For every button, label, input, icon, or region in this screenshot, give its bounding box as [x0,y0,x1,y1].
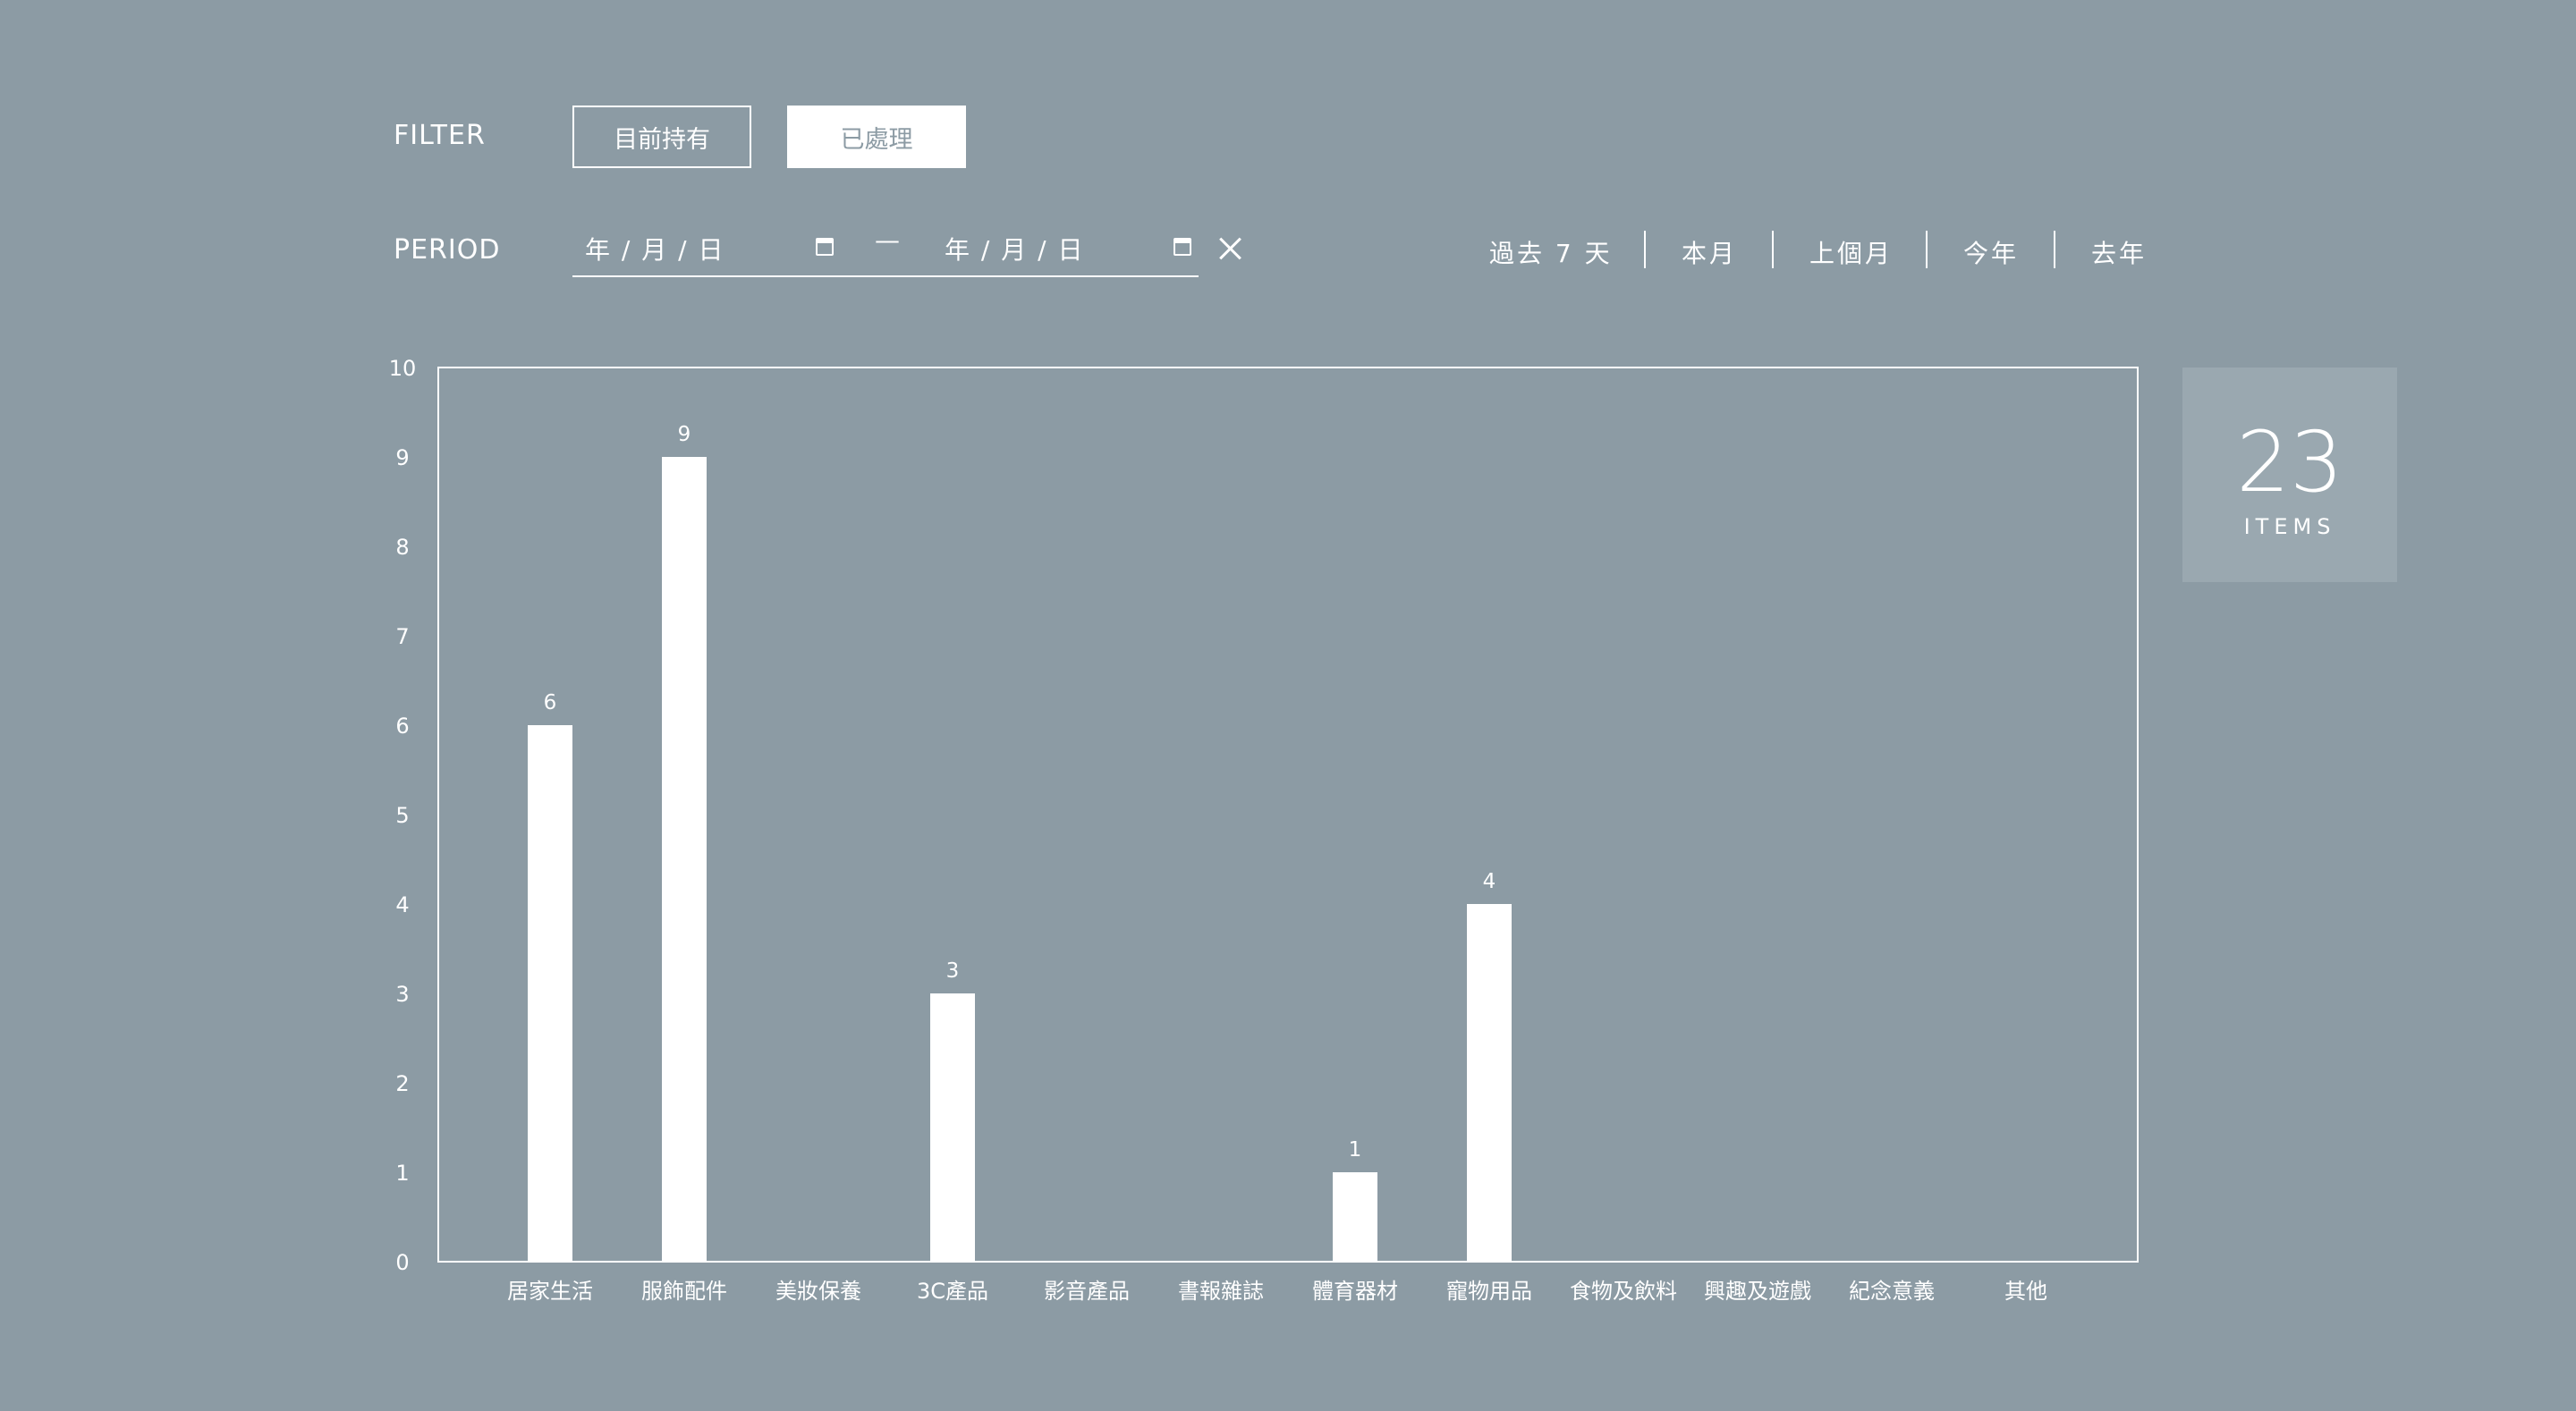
bar-value-label: 4 [1483,870,1496,893]
y-tick-label: 3 [395,982,409,1007]
bar-value-label: 6 [544,691,557,714]
y-tick-label: 0 [395,1250,409,1275]
x-tick-label: 居家生活 [507,1279,593,1304]
y-tick-label: 7 [395,624,409,649]
items-label: ITEMS [2243,514,2336,539]
bar-value-label: 1 [1349,1138,1362,1162]
x-tick-label: 寵物用品 [1446,1279,1532,1304]
x-tick-label: 美妝保養 [775,1279,861,1304]
filter-current-button[interactable]: 目前持有 [572,106,751,168]
x-tick-label: 興趣及遊戲 [1704,1279,1811,1304]
bar-value-label: 3 [946,959,960,983]
y-tick-label: 1 [395,1161,409,1186]
period-label: PERIOD [394,234,501,266]
x-tick-label: 影音產品 [1044,1279,1130,1304]
y-tick-label: 4 [395,892,409,917]
chart-frame [437,367,2139,1263]
x-tick-label: 紀念意義 [1849,1279,1935,1304]
x-tick-label: 書報雜誌 [1178,1279,1264,1304]
bar [528,725,572,1262]
x-tick-label: 3C產品 [917,1279,988,1304]
quick-range-divider [1926,231,1928,268]
quick-range-last-month[interactable]: 上個月 [1809,239,1894,268]
y-tick-label: 9 [395,445,409,470]
x-tick-label: 食物及飲料 [1570,1279,1677,1304]
date-range: 年 / 月 / 日 — 年 / 月 / 日 [572,224,1199,277]
quick-range-this-year[interactable]: 今年 [1963,239,2020,268]
bar [930,993,975,1262]
range-separator: — [875,225,900,255]
quick-range-divider [2054,231,2055,268]
quick-range-last-year[interactable]: 去年 [2091,239,2148,268]
filter-processed-button[interactable]: 已處理 [787,106,966,168]
items-summary-card: 23 ITEMS [2182,368,2397,582]
y-tick-label: 5 [395,803,409,828]
filter-label: FILTER [394,120,486,151]
start-date-input[interactable]: 年 / 月 / 日 [585,235,725,265]
bar [662,457,707,1262]
bar [1333,1172,1377,1262]
end-calendar-icon[interactable] [1174,238,1191,256]
x-tick-label: 其他 [2004,1279,2047,1304]
y-tick-label: 10 [389,356,417,381]
bar-value-label: 9 [678,423,691,446]
quick-range-divider [1644,231,1646,268]
quick-range-divider [1772,231,1774,268]
quick-range-past-7-days[interactable]: 過去 7 天 [1489,239,1613,268]
y-tick-label: 6 [395,714,409,739]
bar [1467,904,1512,1262]
y-tick-label: 8 [395,535,409,560]
x-tick-label: 服飾配件 [641,1279,727,1304]
items-count: 23 [2236,414,2343,511]
y-tick-label: 2 [395,1071,409,1096]
quick-range-this-month[interactable]: 本月 [1682,239,1738,268]
start-calendar-icon[interactable] [816,238,834,256]
end-date-input[interactable]: 年 / 月 / 日 [945,235,1085,265]
category-bar-chart: 0 1 2 3 4 5 6 7 8 9 10 居家生活 6 服飾配件 9 美妝保養 3C產品 3 影音產品 書報雜誌 體… [389,356,2139,1304]
x-tick-label: 體育器材 [1312,1279,1398,1304]
